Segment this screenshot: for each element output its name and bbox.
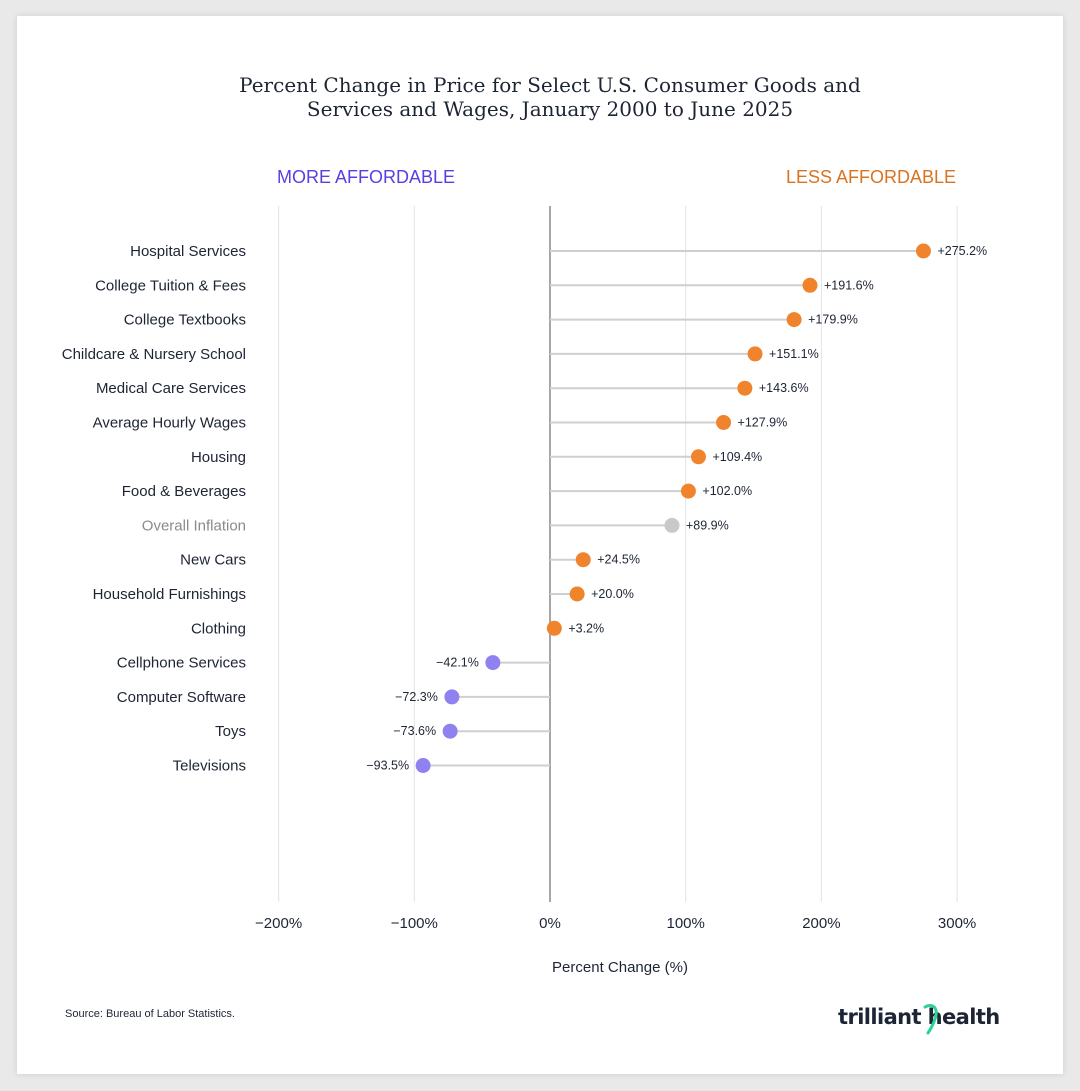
trilliant-health-logo: trilliant health	[838, 1003, 1008, 1037]
value-label: +127.9%	[738, 416, 788, 430]
category-label: Cellphone Services	[117, 655, 246, 672]
category-label: Computer Software	[117, 689, 246, 706]
value-label: +151.1%	[769, 347, 819, 361]
category-label: New Cars	[180, 552, 246, 569]
dot	[802, 277, 818, 293]
x-tick-label: 200%	[802, 915, 840, 932]
category-label: Housing	[191, 449, 246, 466]
category-label: College Tuition & Fees	[95, 277, 246, 294]
value-label: +24.5%	[597, 553, 640, 567]
x-axis-label: Percent Change (%)	[552, 959, 688, 976]
category-labels: Hospital Services College Tuition & Fees C…	[62, 243, 246, 775]
stems	[423, 250, 924, 767]
dot	[737, 380, 753, 396]
x-tick-label: 100%	[667, 915, 705, 932]
category-label: Household Furnishings	[93, 586, 246, 603]
x-tick-label: 0%	[539, 915, 561, 932]
dot	[415, 758, 431, 773]
category-label: Hospital Services	[130, 243, 246, 260]
chart-card	[17, 16, 1063, 1074]
dot	[485, 655, 501, 671]
value-label: +143.6%	[759, 381, 809, 395]
value-label: +3.2%	[568, 621, 604, 635]
value-label: −73.6%	[393, 724, 436, 738]
logo-wordmark: trilliant health	[838, 1005, 1000, 1029]
chart-title-line-2: Services and Wages, January 2000 to June…	[306, 97, 794, 121]
value-label: +179.9%	[808, 313, 858, 327]
dot	[546, 620, 562, 636]
category-label: Toys	[215, 723, 246, 740]
category-label: College Textbooks	[124, 312, 246, 329]
x-tick-label: −200%	[255, 915, 302, 932]
value-label: +102.0%	[702, 484, 752, 498]
value-label: −93.5%	[366, 759, 409, 773]
x-tick-label: 300%	[938, 915, 976, 932]
source-note: Source: Bureau of Labor Statistics.	[65, 1008, 235, 1020]
logo-swoosh-icon	[923, 1004, 938, 1035]
dot	[664, 517, 680, 533]
category-label: Food & Beverages	[122, 483, 246, 500]
dot	[747, 346, 763, 362]
value-labels: +275.2% +191.6% +179.9% +151.1% +143.6% +127.…	[366, 244, 987, 773]
dot	[786, 312, 802, 328]
category-label: Medical Care Services	[96, 380, 246, 397]
dot	[569, 586, 585, 602]
dot	[444, 689, 460, 705]
chart-title-line-1: Percent Change in Price for Select U.S. …	[239, 73, 861, 97]
dot	[575, 552, 591, 568]
chart-title: Percent Change in Price for Select U.S. …	[0, 73, 1080, 121]
category-label: Televisions	[173, 758, 246, 775]
value-label: −72.3%	[395, 690, 438, 704]
category-label: Clothing	[191, 620, 246, 637]
category-label: Overall Inflation	[142, 517, 246, 534]
value-label: +191.6%	[824, 278, 874, 292]
grid-lines	[278, 206, 958, 902]
value-label: +20.0%	[591, 587, 634, 601]
value-label: +109.4%	[712, 450, 762, 464]
dot	[716, 415, 732, 430]
more-affordable-header: MORE AFFORDABLE	[277, 167, 455, 187]
value-label: +89.9%	[686, 518, 729, 532]
category-label: Average Hourly Wages	[93, 415, 246, 432]
less-affordable-header: LESS AFFORDABLE	[786, 167, 956, 187]
x-tick-labels: −200% −100% 0% 100% 200% 300%	[255, 915, 976, 932]
value-label: +275.2%	[937, 244, 987, 258]
dot	[915, 243, 931, 259]
x-tick-label: −100%	[391, 915, 438, 932]
dots	[415, 243, 931, 773]
category-label: Childcare & Nursery School	[62, 346, 246, 363]
dot	[442, 723, 458, 739]
dot	[690, 449, 706, 465]
dot	[680, 483, 696, 499]
value-label: −42.1%	[436, 656, 479, 670]
